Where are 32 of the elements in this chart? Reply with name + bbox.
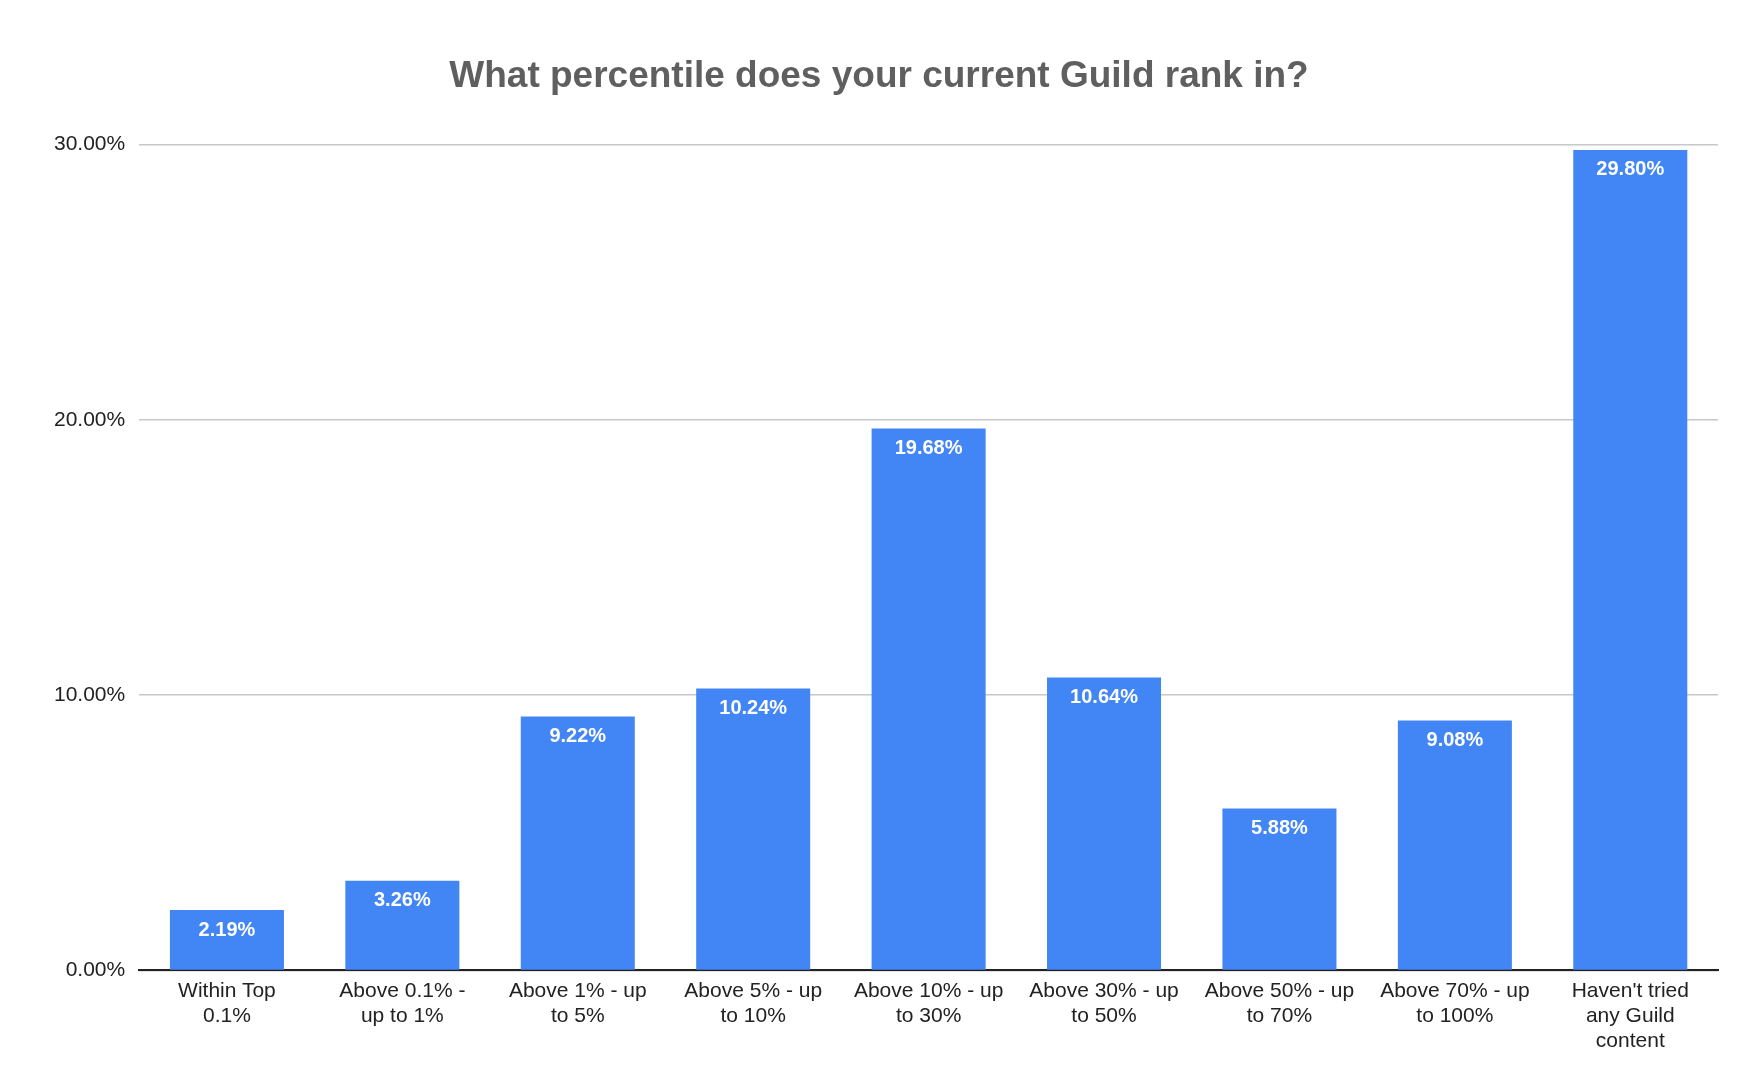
x-tick-label: Haven't tried any Guild content — [1571, 977, 1689, 1052]
data-label: 5.88% — [1251, 816, 1309, 839]
x-tick-label: Within Top 0.1% — [178, 977, 276, 1026]
bar — [696, 688, 811, 970]
x-tick-label: Above 5% - up to 10% — [684, 977, 823, 1026]
data-label: 10.24% — [719, 695, 788, 718]
bar — [169, 910, 284, 970]
bar — [871, 428, 986, 970]
x-tick-label: Above 70% - up to 100% — [1380, 977, 1530, 1026]
data-label: 9.22% — [549, 724, 607, 747]
data-label: 19.68% — [894, 436, 963, 459]
bar — [1573, 149, 1688, 970]
x-tick-label: Above 30% - up to 50% — [1029, 977, 1179, 1026]
bar — [345, 880, 460, 970]
x-tick-label: Above 50% - up to 70% — [1204, 977, 1355, 1026]
bar — [1222, 808, 1337, 970]
bar — [1047, 677, 1162, 970]
data-label: 10.64% — [1070, 684, 1139, 707]
data-label: 29.80% — [1596, 157, 1665, 180]
x-tick-label: Above 10% - up to 30% — [853, 977, 1004, 1026]
y-tick-label: 30.00% — [53, 131, 126, 155]
y-tick-label: 0.00% — [65, 957, 126, 981]
bar — [520, 716, 635, 970]
bar — [1397, 720, 1512, 970]
data-label: 3.26% — [373, 888, 431, 911]
x-tick-label: Above 0.1% - up to 1% — [339, 977, 466, 1026]
data-label: 2.19% — [198, 917, 256, 940]
x-tick-label: Above 1% - up to 5% — [508, 977, 647, 1026]
chart-title: What percentile does your current Guild rank in? — [449, 54, 1309, 96]
y-tick-label: 20.00% — [53, 406, 126, 430]
y-tick-label: 10.00% — [53, 681, 126, 705]
data-label: 9.08% — [1426, 727, 1484, 750]
